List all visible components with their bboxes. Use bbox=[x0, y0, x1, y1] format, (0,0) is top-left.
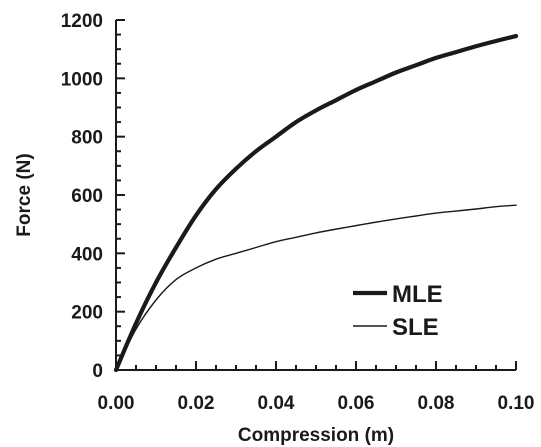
y-tick-label: 800 bbox=[71, 128, 103, 149]
x-tick-label: 0.08 bbox=[418, 393, 455, 414]
y-tick-label: 400 bbox=[71, 244, 103, 265]
y-tick-label: 1000 bbox=[61, 69, 103, 90]
y-tick-label: 200 bbox=[71, 303, 103, 324]
legend: MLE SLE bbox=[353, 281, 443, 341]
x-tick-label: 0.06 bbox=[338, 393, 375, 414]
legend-label-mle: MLE bbox=[392, 281, 443, 308]
series-line-mle bbox=[113, 33, 519, 373]
x-tick-label: 0.10 bbox=[498, 393, 535, 414]
x-axis-title: Compression (m) bbox=[238, 425, 394, 446]
x-tick-label: 0.04 bbox=[258, 393, 295, 414]
series-lines bbox=[113, 33, 519, 373]
y-axis-ticks: 0 200 400 600 800 1000 1200 bbox=[61, 11, 125, 382]
series-line-sle bbox=[115, 204, 517, 371]
legend-label-sle: SLE bbox=[392, 314, 439, 341]
x-axis-ticks: 0.00 0.02 0.04 0.06 0.08 0.10 bbox=[98, 361, 535, 414]
x-tick-label: 0.02 bbox=[178, 393, 215, 414]
y-axis-title: Force (N) bbox=[14, 153, 35, 236]
y-tick-label: 0 bbox=[92, 361, 103, 382]
x-tick-label: 0.00 bbox=[98, 393, 135, 414]
y-tick-label: 600 bbox=[71, 186, 103, 207]
y-tick-label: 1200 bbox=[61, 11, 103, 32]
